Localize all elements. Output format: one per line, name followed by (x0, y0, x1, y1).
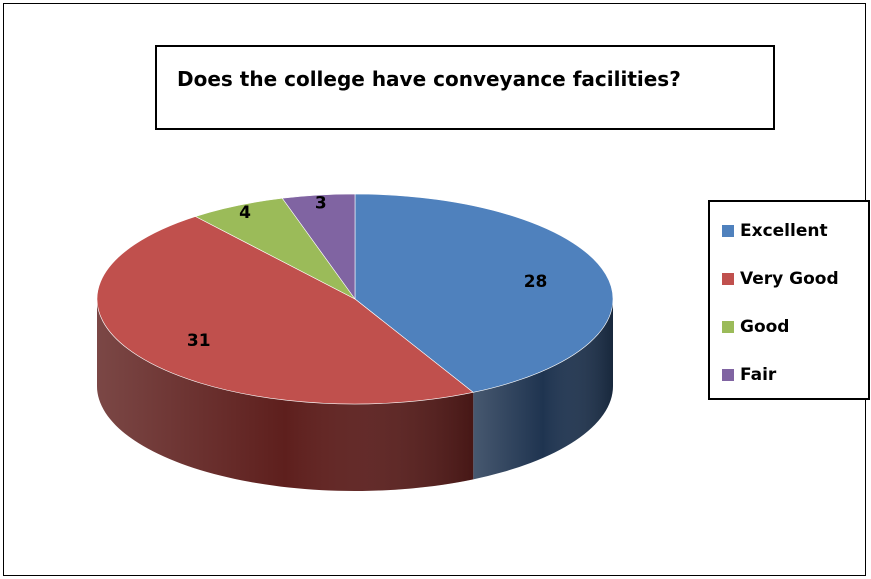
legend-item-fair: Fair (722, 364, 776, 386)
data-label-fair: 3 (315, 193, 327, 213)
pie-slice-excellent (354, 193, 614, 393)
legend: Excellent Very Good Good Fair (708, 200, 870, 400)
pie-side-excellent (473, 299, 613, 480)
legend-swatch-good (722, 321, 734, 333)
legend-swatch-excellent (722, 225, 734, 237)
data-label-good: 4 (239, 203, 251, 223)
legend-item-good: Good (722, 316, 789, 338)
pie-slice-very-good (96, 216, 474, 405)
legend-item-very-good: Very Good (722, 268, 839, 290)
pie-data-labels: 28 31 4 3 (187, 193, 547, 351)
chart-title: Does the college have conveyance facilit… (177, 67, 681, 91)
pie-slices (96, 193, 614, 405)
legend-label-very-good: Very Good (740, 269, 839, 289)
legend-label-good: Good (740, 317, 790, 337)
legend-item-excellent: Excellent (722, 220, 828, 242)
pie-slice-fair (281, 193, 356, 300)
legend-swatch-very-good (722, 273, 734, 285)
data-label-excellent: 28 (524, 272, 548, 292)
pie-side-very-good (97, 299, 474, 491)
chart-area: Does the college have conveyance facilit… (3, 3, 870, 576)
legend-label-fair: Fair (740, 365, 777, 385)
pie-plot: 28 31 4 3 (96, 193, 614, 491)
data-label-very-good: 31 (187, 331, 211, 351)
chart-title-box: Does the college have conveyance facilit… (155, 45, 775, 130)
legend-label-excellent: Excellent (740, 221, 828, 241)
legend-swatch-fair (722, 369, 734, 381)
pie-sides (97, 299, 613, 491)
